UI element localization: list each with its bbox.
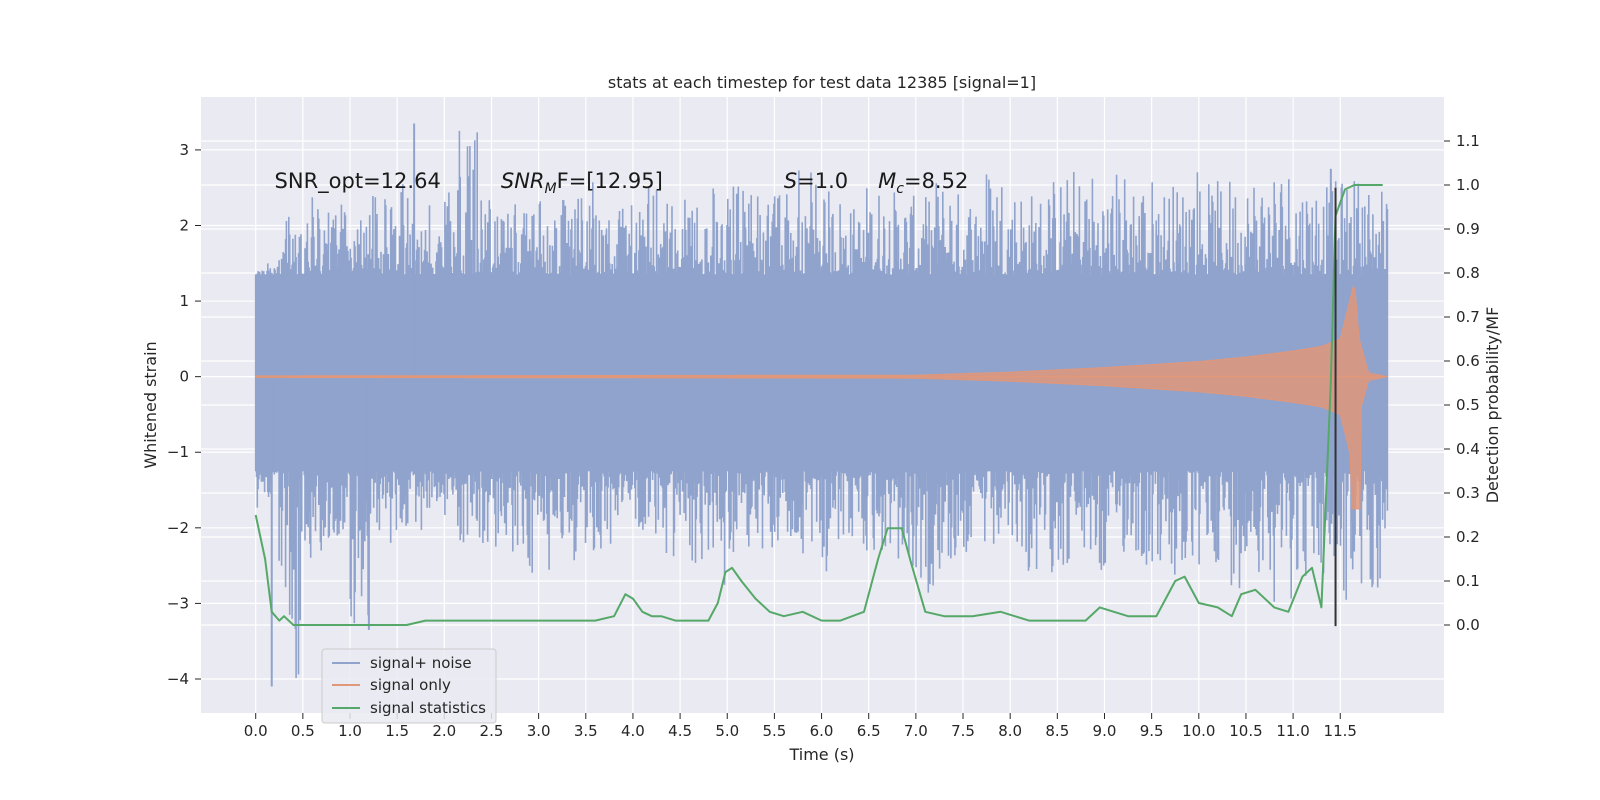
x-tick-label: 0.0 — [244, 722, 268, 740]
chart-title: stats at each timestep for test data 123… — [608, 73, 1036, 92]
y-tick-label: 2 — [179, 216, 189, 234]
annotation-2-base: S — [784, 169, 797, 193]
annotation-3-sub: c — [896, 181, 904, 197]
x-tick-label: 7.0 — [904, 722, 928, 740]
y-tick-label: 1 — [179, 292, 189, 310]
x-tick-label: 7.5 — [951, 722, 975, 740]
y-right-tick-label: 1.1 — [1456, 132, 1480, 150]
x-tick-label: 11.5 — [1324, 722, 1357, 740]
signal-only-series — [255, 284, 1388, 510]
y-tick-label: −1 — [167, 443, 189, 461]
x-tick-label: 8.5 — [1045, 722, 1069, 740]
x-tick-label: 9.5 — [1140, 722, 1164, 740]
annotation-1-sub: M — [545, 181, 557, 197]
statistics-line — [254, 184, 1383, 626]
annotation-0: SNR_opt=12.64 — [275, 169, 441, 194]
y-right-axis-label: Detection probability/MF — [1483, 307, 1502, 504]
y-tick-label: −2 — [167, 519, 189, 537]
annotation-3-rest: =8.52 — [904, 169, 968, 193]
x-tick-label: 1.0 — [338, 722, 362, 740]
x-tick-label: 10.5 — [1229, 722, 1262, 740]
x-tick-label: 10.0 — [1182, 722, 1215, 740]
y-right-tick-label: 0.6 — [1456, 352, 1480, 370]
y-right-tick-label: 1.0 — [1456, 176, 1480, 194]
x-tick-label: 5.0 — [715, 722, 739, 740]
x-tick-label: 3.0 — [527, 722, 551, 740]
y-axis-label: Whitened strain — [141, 341, 160, 468]
annotation-3: Mc=8.52 — [878, 169, 968, 197]
x-tick-label: 1.5 — [385, 722, 409, 740]
annotation-1: SNRMF=[12.95] — [501, 169, 663, 197]
x-tick-label: 4.5 — [668, 722, 692, 740]
y-right-tick-label: 0.2 — [1456, 528, 1480, 546]
x-axis-ticks: 0.0 0.5 1.0 1.5 2.0 2.5 3.0 3.5 4.0 4.5 5.0 5.5 6.0 6… — [244, 713, 1357, 740]
y-axis-ticks: −4 −3 −2 −1 0 1 2 3 — [167, 141, 201, 688]
y-tick-label: 3 — [179, 141, 189, 159]
y-right-tick-label: 0.3 — [1456, 484, 1480, 502]
x-tick-label: 2.5 — [480, 722, 504, 740]
x-tick-label: 5.5 — [762, 722, 786, 740]
signal-statistics-series — [254, 184, 1383, 626]
annotations: SNR_opt=12.64 SNRMF=[12.95] S=1.0 Mc=8.52 — [275, 169, 969, 197]
y-right-tick-label: 0.1 — [1456, 572, 1480, 590]
y-right-axis-ticks: 0.0 0.1 0.2 0.3 0.4 0.5 0.6 0.7 0.8 0.9 1.0 1.1 — [1444, 132, 1480, 634]
x-axis-label: Time (s) — [788, 745, 854, 764]
legend: signal+ noise signal only signal statist… — [321, 648, 497, 724]
x-tick-label: 0.5 — [291, 722, 315, 740]
annotation-1-rest: F=[12.95] — [557, 169, 663, 193]
y-right-tick-label: 0.7 — [1456, 308, 1480, 326]
y-tick-label: 0 — [179, 368, 189, 386]
annotation-1-base: SNR — [501, 169, 545, 193]
y-tick-label: −4 — [167, 670, 189, 688]
annotation-3-base: M — [878, 169, 896, 193]
x-tick-label: 4.0 — [621, 722, 645, 740]
y-tick-label: −3 — [167, 594, 189, 612]
x-tick-label: 3.5 — [574, 722, 598, 740]
legend-box — [321, 648, 497, 724]
y-right-tick-label: 0.8 — [1456, 264, 1480, 282]
annotation-2-rest: =1.0 — [797, 169, 848, 193]
x-tick-label: 8.0 — [998, 722, 1022, 740]
x-tick-label: 2.0 — [432, 722, 456, 740]
x-tick-label: 9.0 — [1093, 722, 1117, 740]
y-right-tick-label: 0.9 — [1456, 220, 1480, 238]
y-right-tick-label: 0.4 — [1456, 440, 1480, 458]
y-right-tick-label: 0.5 — [1456, 396, 1480, 414]
x-tick-label: 6.5 — [857, 722, 881, 740]
x-tick-label: 11.0 — [1276, 722, 1309, 740]
annotation-2: S=1.0 — [784, 169, 848, 193]
y-right-tick-label: 0.0 — [1456, 616, 1480, 634]
legend-label-signal-only: signal only — [370, 676, 451, 694]
legend-label-signal-plus-noise: signal+ noise — [370, 654, 472, 672]
legend-label-signal-statistics: signal statistics — [370, 699, 486, 717]
x-tick-label: 6.0 — [810, 722, 834, 740]
